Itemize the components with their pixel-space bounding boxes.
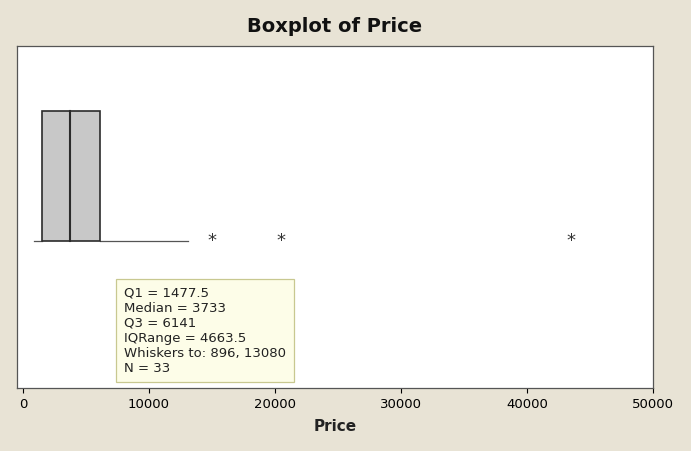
- Text: *: *: [277, 232, 286, 250]
- X-axis label: Price: Price: [314, 419, 357, 434]
- Text: *: *: [207, 232, 216, 250]
- Bar: [41, 110, 100, 241]
- Text: *: *: [567, 232, 576, 250]
- Title: Boxplot of Price: Boxplot of Price: [247, 17, 423, 36]
- Text: Q1 = 1477.5
Median = 3733
Q3 = 6141
IQRange = 4663.5
Whiskers to: 896, 13080
N =: Q1 = 1477.5 Median = 3733 Q3 = 6141 IQRa…: [124, 286, 286, 375]
